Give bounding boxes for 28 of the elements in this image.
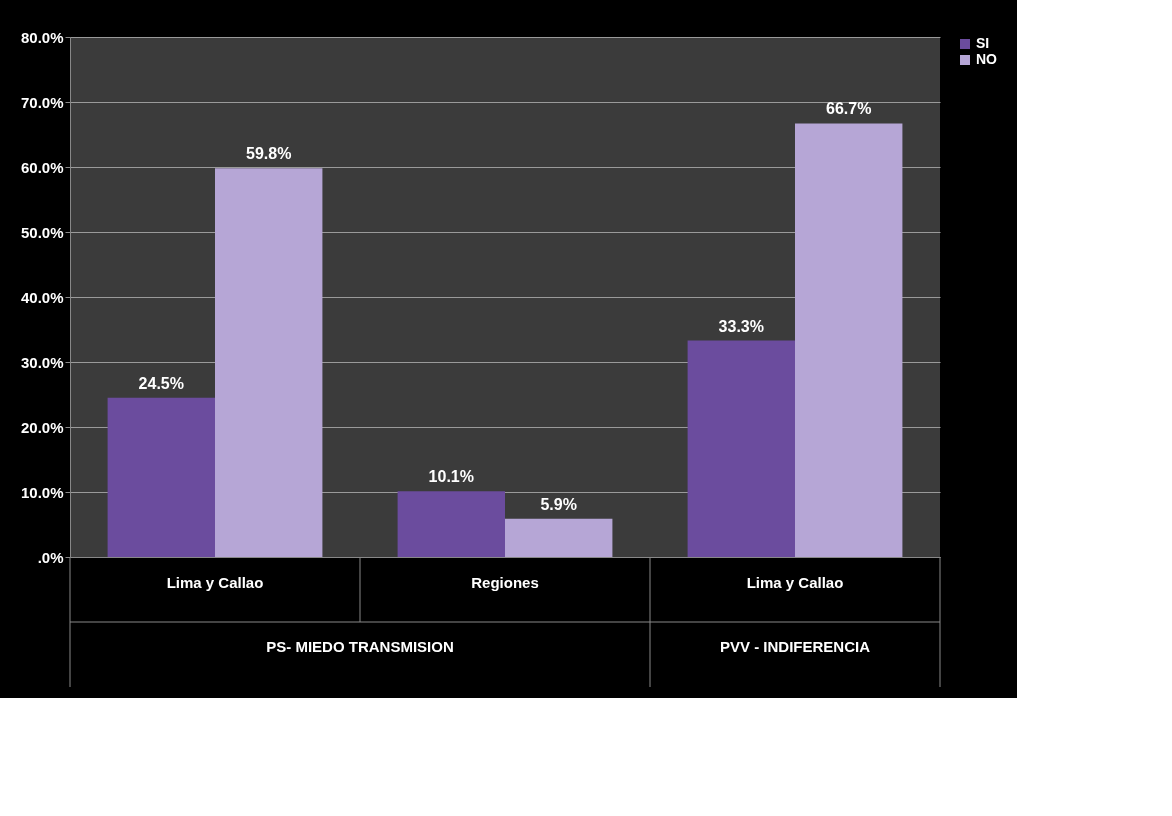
y-tick-label: 80.0%	[20, 28, 64, 46]
bar	[687, 340, 795, 557]
data-label: 33.3%	[718, 317, 764, 335]
x-tick-label: Lima y Callao	[746, 573, 844, 591]
y-tick-label: 10.0%	[20, 483, 64, 501]
data-label: 24.5%	[138, 374, 184, 392]
text: PVV - INDIFERENCIA	[719, 638, 871, 655]
y-tick-label: 60.0%	[20, 158, 64, 176]
data-label: 59.8%	[246, 145, 292, 163]
data-label: 10.1%	[428, 468, 474, 486]
y-tick-label: 20.0%	[20, 418, 64, 436]
bar	[397, 491, 505, 557]
legend-label: NO	[976, 51, 998, 67]
y-tick-label: 50.0%	[20, 223, 64, 241]
y-tick-label: .0%	[37, 548, 64, 566]
bar	[505, 518, 613, 557]
y-tick-label: 70.0%	[20, 93, 64, 111]
data-label: 66.7%	[826, 100, 872, 118]
legend-label: SI	[976, 35, 990, 51]
bar	[107, 397, 215, 557]
data-label: 5.9%	[540, 495, 577, 513]
x-tick-label: Lima y Callao	[166, 573, 264, 591]
y-tick-label: 40.0%	[20, 288, 64, 306]
y-tick-label: 30.0%	[20, 353, 64, 371]
text: PS- MIEDO TRANSMISION	[266, 638, 454, 655]
bar	[215, 168, 323, 557]
x-tick-label: Regiones	[471, 573, 539, 591]
bar	[795, 123, 903, 557]
